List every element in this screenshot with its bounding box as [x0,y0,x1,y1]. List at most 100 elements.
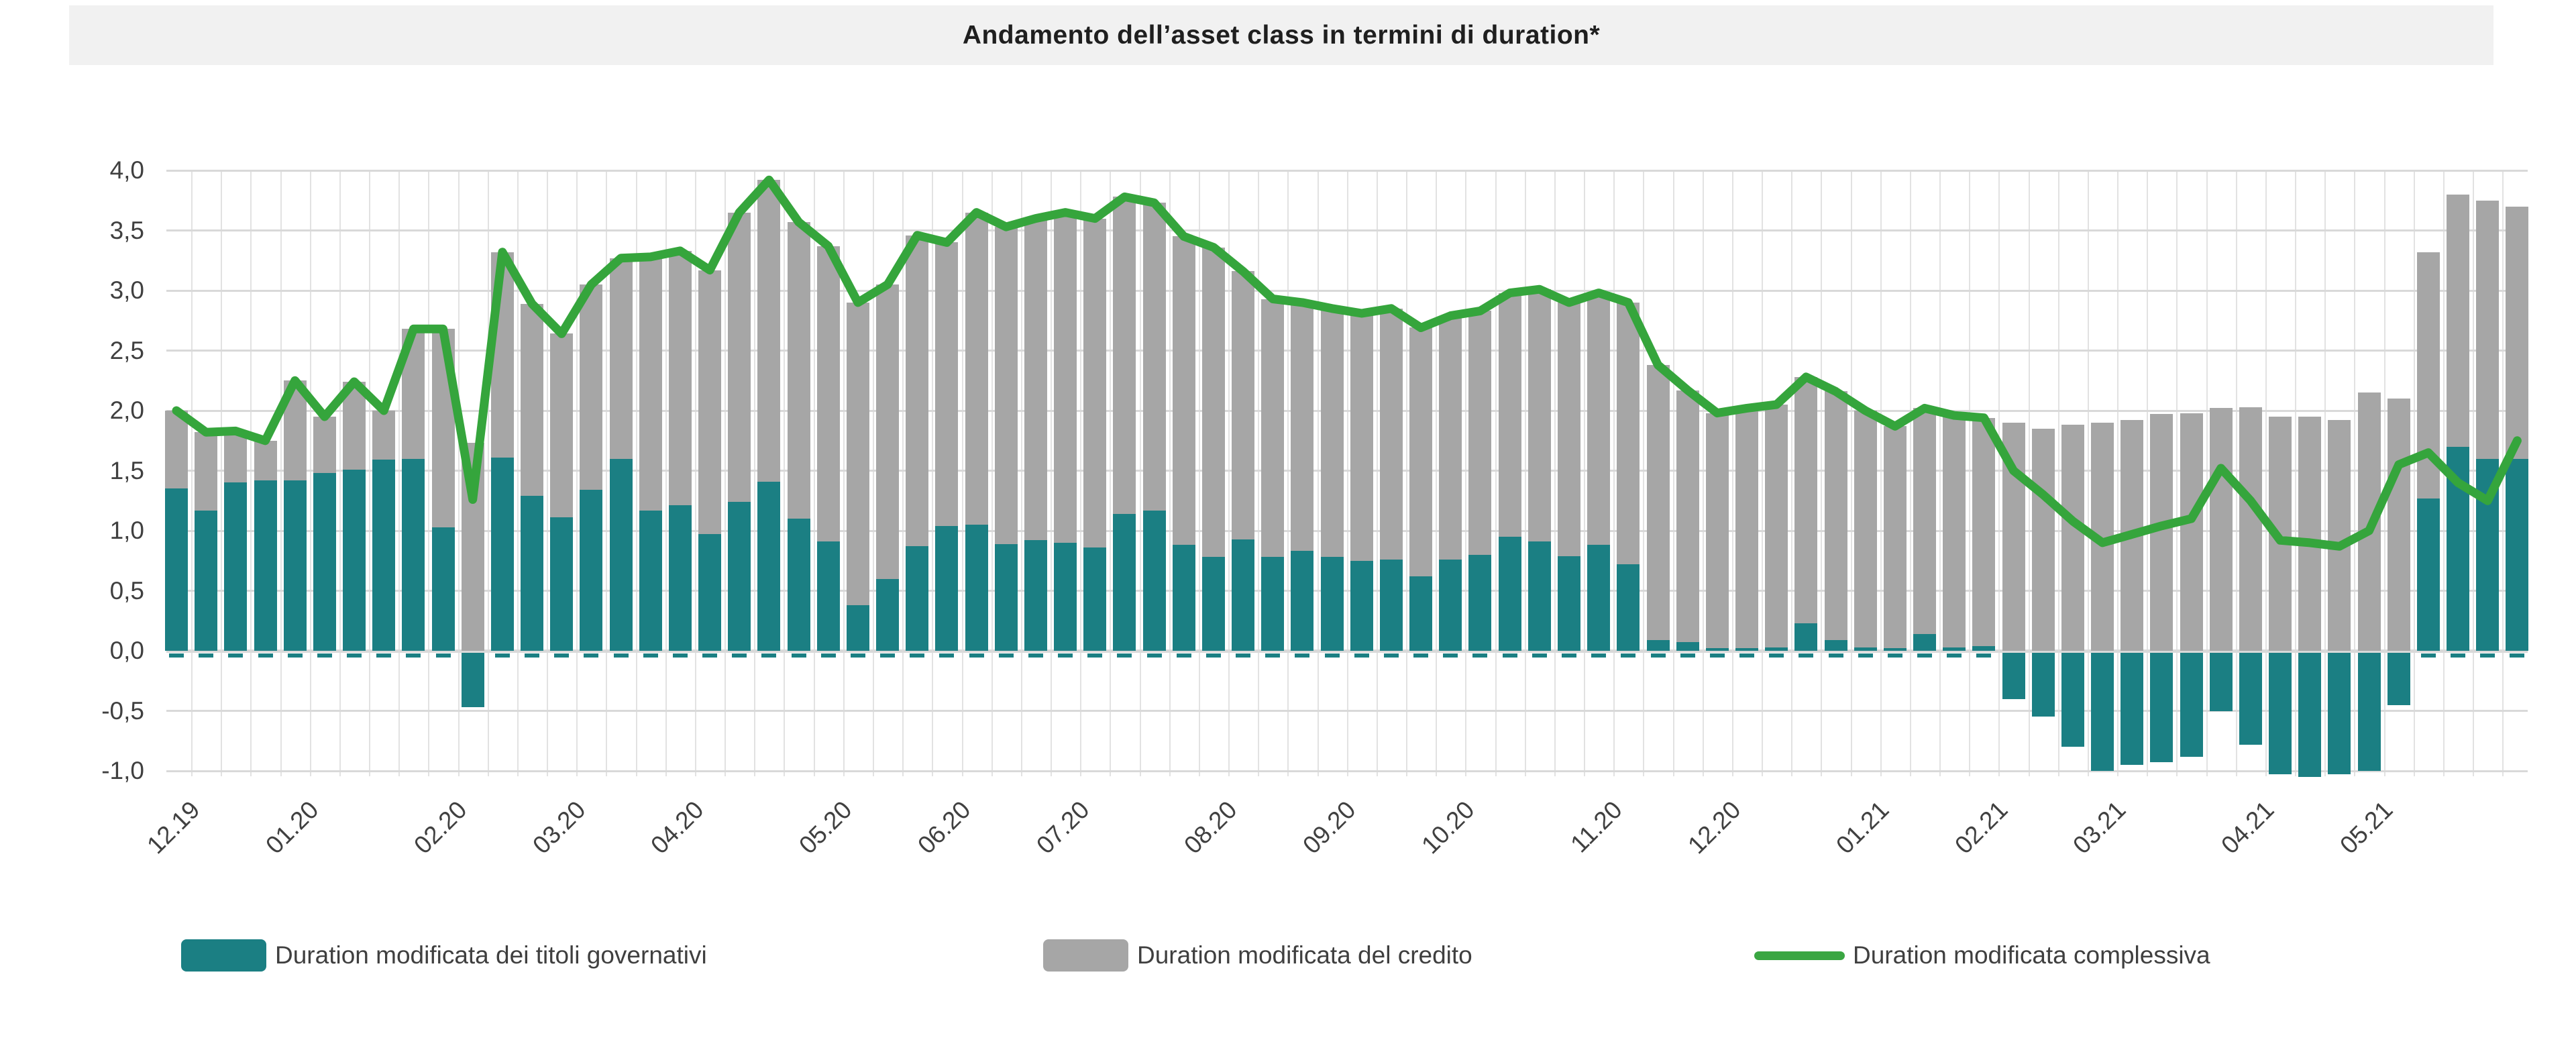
bar-gov-segment [1735,648,1758,651]
bar-credit-segment [1972,417,1996,646]
grid-line-vertical [1672,170,1674,776]
grid-line-vertical [991,170,993,776]
baseline-tick [2361,653,2377,658]
baseline-tick [1502,653,1517,658]
bar-gov-segment [728,502,751,651]
grid-line-vertical [1258,170,1260,776]
baseline-tick [1947,653,1962,658]
bar-gov-segment [1350,560,1373,651]
baseline-tick [1058,653,1073,658]
bar-gov-segment [906,546,929,651]
grid-line-vertical [576,170,578,776]
bar-gov-segment [1320,557,1344,651]
y-axis-tick-label: 3,0 [109,276,144,304]
bar-gov-segment [1291,551,1314,651]
baseline-tick [732,653,747,658]
baseline-tick [672,653,688,658]
baseline-tick [1146,653,1162,658]
grid-line-vertical [1139,170,1141,776]
grid-line-vertical [309,170,311,776]
grid-line-horizontal [166,529,2528,532]
baseline-tick [1561,653,1576,658]
bar-gov-segment [609,458,633,651]
grid-line-vertical [1791,170,1793,776]
bar-gov-segment [1142,510,1166,651]
grid-line-vertical [1406,170,1408,776]
bar-gov-segment [1113,513,1136,651]
baseline-tick [494,653,510,658]
baseline-tick [791,653,806,658]
bar-credit-segment [195,432,218,511]
bar-credit-segment [2298,416,2322,651]
baseline-tick [2035,653,2051,658]
grid-line-vertical [369,170,371,776]
bar-credit-segment [1557,302,1580,556]
bar-credit-segment [1587,293,1611,545]
bar-credit-segment [876,284,900,579]
bar-gov-segment [1972,645,1996,651]
baseline-tick [2125,653,2140,658]
bar-credit-segment [580,284,603,490]
legend-swatch-credit [1043,939,1128,972]
grid-line-vertical [428,170,430,776]
legend: Duration modificata dei titoli governati… [0,934,2576,981]
grid-line-vertical [2117,170,2119,776]
bar-credit-segment [668,250,692,506]
baseline-tick [2095,653,2110,658]
baseline-tick [939,653,955,658]
baseline-tick [1295,653,1310,658]
bar-credit-segment [1024,218,1047,541]
baseline-tick [2480,653,2496,658]
grid-line-vertical [1524,170,1526,776]
grid-line-horizontal [166,169,2528,172]
grid-line-vertical [1346,170,1348,776]
baseline-tick [584,653,599,658]
baseline-tick [2006,653,2021,658]
bar-gov-segment [343,469,366,651]
baseline-tick [969,653,984,658]
baseline-tick [2302,653,2318,658]
baseline-tick [1709,653,1725,658]
bar-gov-segment [1172,545,1195,651]
baseline-tick [347,653,362,658]
baseline-tick [2332,653,2347,658]
bar-gov-segment [846,605,869,651]
baseline-tick [1205,653,1221,658]
grid-line-vertical [2413,170,2415,776]
bar-credit-segment [2061,425,2084,651]
grid-line-vertical [339,170,341,776]
grid-line-horizontal [166,649,2528,653]
baseline-tick [169,653,184,658]
y-axis-tick-label: -0,5 [101,696,144,725]
bar-gov-segment [431,527,455,651]
y-axis-tick-label: 1,0 [109,517,144,544]
grid-line-horizontal [166,470,2528,472]
bar-credit-segment [313,416,336,474]
baseline-tick [287,653,303,658]
bar-gov-segment [2357,653,2381,771]
bar-gov-segment [935,525,959,651]
bar-credit-segment [1439,315,1462,560]
grid-line-vertical [1998,170,2000,776]
bar-credit-segment [757,180,781,482]
grid-line-vertical [2057,170,2059,776]
bar-gov-segment [1557,556,1580,651]
y-axis-tick-label: 1,5 [109,456,144,484]
bar-gov-segment [1765,647,1788,651]
bar-gov-segment [2387,653,2410,705]
legend-label: Duration modificata dei titoli governati… [275,941,707,969]
grid-line-vertical [1198,170,1200,776]
baseline-tick [1976,653,1992,658]
bar-gov-segment [1201,557,1225,651]
bar-credit-segment [2180,413,2203,651]
baseline-tick [2154,653,2169,658]
baseline-tick [1443,653,1458,658]
bar-gov-segment [816,541,840,651]
bar-credit-segment [1824,391,1847,640]
baseline-tick [1739,653,1754,658]
grid-line-vertical [2354,170,2356,776]
bar-credit-segment [846,302,869,605]
baseline-tick [998,653,1014,658]
baseline-tick [554,653,570,658]
baseline-tick [525,653,540,658]
